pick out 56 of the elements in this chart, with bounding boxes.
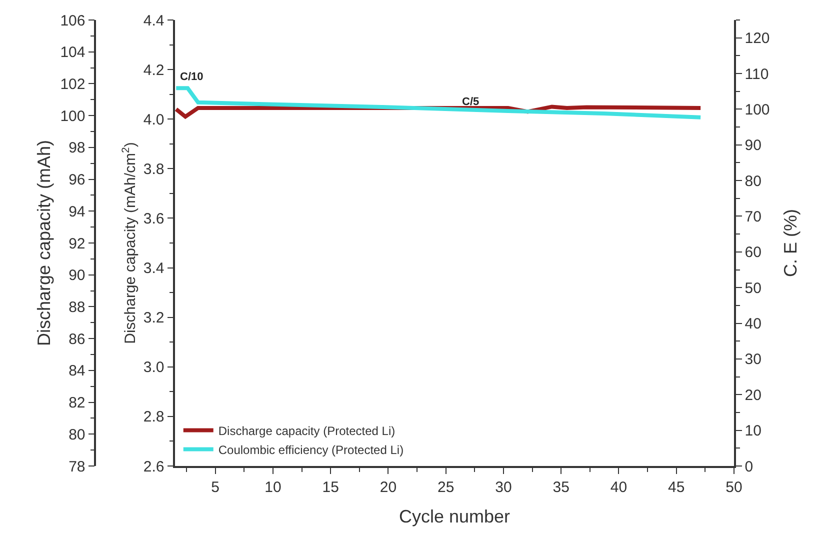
y2-tick-label: 100 [744, 101, 770, 118]
y3-tick-label: 90 [68, 267, 86, 284]
annotation: C/10 [180, 71, 204, 83]
x-tick-label: 20 [380, 478, 397, 496]
y-tick-label: 3.4 [143, 260, 164, 278]
x-tick-label: 50 [726, 478, 742, 496]
y2-tick-label: 90 [744, 137, 762, 154]
x-tick-label: 35 [552, 478, 570, 496]
x-tick-label: 10 [264, 478, 282, 496]
y3-tick-label: 94 [68, 203, 86, 220]
y-tick-label: 2.6 [143, 458, 164, 476]
y3-tick-label: 78 [68, 458, 86, 476]
y2-tick-label: 80 [744, 172, 762, 190]
x-tick-label: 45 [668, 478, 685, 496]
x-tick-label: 40 [610, 478, 628, 496]
y3-axis-title: Discharge capacity (mAh) [34, 140, 54, 346]
y-tick-label: 3.2 [143, 310, 164, 327]
y2-axis-title: C. E (%) [780, 208, 800, 278]
y3-tick-label: 104 [60, 44, 86, 62]
y3-tick-label: 102 [60, 76, 86, 93]
legend-label: Discharge capacity (Protected Li) [218, 424, 396, 438]
legend-label: Coulombic efficiency (Protected Li) [218, 442, 404, 457]
y-tick-label: 4.4 [143, 12, 164, 30]
y2-tick-label: 30 [744, 351, 762, 368]
y3-tick-label: 80 [68, 426, 86, 444]
y-tick-label: 3.8 [143, 160, 164, 178]
y2-tick-label: 20 [744, 386, 762, 404]
y3-tick-label: 86 [68, 330, 86, 348]
y3-tick-label: 100 [60, 108, 86, 125]
y-tick-label: 3.6 [143, 210, 164, 228]
y2-tick-label: 40 [744, 316, 762, 333]
y3-tick-label: 92 [68, 235, 86, 252]
y3-tick-label: 106 [60, 12, 86, 30]
y2-tick-label: 60 [744, 244, 762, 262]
y3-tick-label: 88 [68, 298, 86, 316]
annotation: C/5 [462, 96, 480, 108]
y-tick-label: 4.2 [143, 62, 164, 79]
x-axis-title: Cycle number [398, 506, 510, 526]
y-tick-label: 3.0 [143, 359, 164, 376]
x-tick-label: 15 [322, 478, 339, 496]
y2-tick-label: 110 [744, 66, 769, 83]
y2-tick-label: 10 [744, 422, 762, 440]
y3-tick-label: 96 [68, 172, 86, 189]
line-series [175, 86, 703, 120]
y3-tick-label: 82 [68, 394, 86, 412]
y2-tick-label: 0 [744, 458, 754, 476]
y3-tick-label: 84 [68, 362, 86, 380]
y2-tick-label: 120 [744, 30, 770, 48]
y2-tick-label: 70 [744, 208, 762, 226]
y3-tick-label: 98 [68, 140, 86, 157]
x-tick-label: 30 [495, 478, 512, 496]
y-tick-label: 2.8 [143, 408, 164, 426]
x-tick-label: 25 [438, 478, 454, 496]
y2-tick-label: 50 [744, 280, 762, 297]
x-tick-label: 5 [211, 478, 220, 496]
y-tick-label: 4.0 [143, 111, 164, 128]
